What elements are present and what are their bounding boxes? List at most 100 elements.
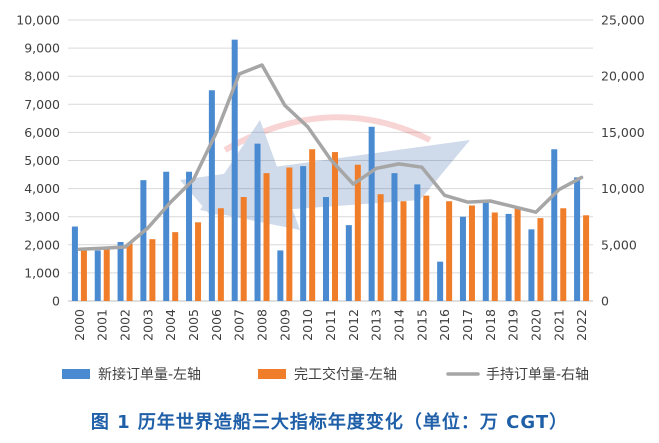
legend: 新接订单量-左轴 完工交付量-左轴 手持订单量-右轴 xyxy=(62,366,589,383)
bar xyxy=(309,149,316,301)
bar xyxy=(368,126,375,301)
watermark-wing xyxy=(180,140,470,215)
bar xyxy=(286,167,293,301)
bar xyxy=(459,216,466,301)
bar xyxy=(528,229,535,301)
x-tick-label: 2008 xyxy=(255,309,270,341)
bar xyxy=(423,195,430,301)
y-left-tick-label: 1,000 xyxy=(24,265,60,280)
bar xyxy=(537,218,544,301)
x-tick-label: 2002 xyxy=(118,309,133,341)
axes: 0 1,000 2,000 3,000 4,000 5,000 6,000 7,000 8,00… xyxy=(16,13,645,341)
y-right-tick-label: 20,000 xyxy=(601,69,645,84)
bar xyxy=(514,206,521,301)
legend-label: 手持订单量-右轴 xyxy=(486,367,589,383)
y-left-tick-label: 9,000 xyxy=(24,41,60,56)
y-left-tick-label: 10,000 xyxy=(16,13,60,28)
y-right-tick-label: 15,000 xyxy=(601,125,645,140)
bar xyxy=(400,201,407,301)
bar xyxy=(377,194,384,301)
x-tick-label: 2015 xyxy=(414,309,429,341)
watermark-logo xyxy=(180,114,470,230)
bar xyxy=(560,208,567,301)
legend-label: 完工交付量-左轴 xyxy=(294,366,397,383)
x-tick-label: 2003 xyxy=(140,309,155,341)
y-left-tick-label: 2,000 xyxy=(24,237,60,252)
line-series xyxy=(77,63,584,252)
legend-swatch xyxy=(62,369,90,379)
bar xyxy=(94,250,101,301)
bar xyxy=(505,213,512,301)
bar xyxy=(80,249,87,301)
bar xyxy=(437,261,444,301)
bar xyxy=(126,243,133,301)
bar xyxy=(231,39,238,302)
legend-swatch xyxy=(258,369,286,379)
bar xyxy=(240,197,247,301)
bar xyxy=(140,180,147,301)
x-tick-label: 2013 xyxy=(369,309,384,341)
y-left-tick-label: 8,000 xyxy=(24,69,60,84)
x-tick-label: 2022 xyxy=(574,309,589,341)
bar xyxy=(345,225,352,301)
x-tick-label: 2010 xyxy=(300,309,315,341)
bar xyxy=(172,232,179,301)
bar xyxy=(583,215,590,301)
bar xyxy=(277,250,284,301)
x-tick-label: 2020 xyxy=(528,309,543,341)
x-tick-label: 2000 xyxy=(72,309,87,341)
x-tick-label: 2005 xyxy=(186,309,201,341)
bar xyxy=(391,173,398,301)
y-left-tick-label: 0 xyxy=(52,294,60,309)
bar xyxy=(195,222,202,301)
x-tick-label: 2017 xyxy=(460,309,475,341)
x-tick-label: 2018 xyxy=(483,309,498,341)
x-tick-label: 2012 xyxy=(346,309,361,341)
bar xyxy=(263,173,270,301)
x-tick-label: 2014 xyxy=(391,309,406,341)
y-left-tick-label: 7,000 xyxy=(24,97,60,112)
bar xyxy=(574,177,581,301)
bar xyxy=(323,197,329,301)
bars xyxy=(71,39,590,302)
bar xyxy=(149,239,156,301)
y-right-tick-label: 5,000 xyxy=(601,237,637,252)
bar xyxy=(163,171,170,301)
watermark-sail xyxy=(200,120,300,230)
x-tick-label: 2007 xyxy=(232,309,247,341)
bar xyxy=(414,184,421,301)
y-left-tick-label: 5,000 xyxy=(24,153,60,168)
y-left-tick-label: 4,000 xyxy=(24,181,60,196)
bar xyxy=(186,171,193,301)
bar xyxy=(217,208,224,301)
x-tick-label: 2011 xyxy=(323,309,338,341)
x-tick-label: 2009 xyxy=(277,309,292,341)
bar xyxy=(254,143,261,301)
y-left-tick-label: 3,000 xyxy=(24,209,60,224)
x-tick-label: 2004 xyxy=(163,309,178,341)
bar xyxy=(551,149,558,301)
y-left-tick-label: 6,000 xyxy=(24,125,60,140)
legend-label: 新接订单量-左轴 xyxy=(98,366,201,383)
x-tick-label: 2016 xyxy=(437,309,452,341)
bar xyxy=(71,226,78,301)
bar xyxy=(491,212,498,301)
x-tick-label: 2021 xyxy=(551,309,566,341)
bar xyxy=(208,90,215,301)
x-tick-label: 2019 xyxy=(506,309,521,341)
x-tick-label: 2001 xyxy=(95,309,110,341)
bar xyxy=(300,166,307,301)
watermark-arc xyxy=(223,114,432,153)
bar xyxy=(332,152,338,301)
chart: 0 1,000 2,000 3,000 4,000 5,000 6,000 7,000 8,00… xyxy=(16,13,645,384)
bar xyxy=(103,247,110,301)
x-tick-label: 2006 xyxy=(209,309,224,341)
bar xyxy=(468,205,475,301)
bar xyxy=(446,201,453,301)
bar xyxy=(482,201,489,301)
line-series-path xyxy=(77,63,584,252)
bar xyxy=(117,241,124,301)
figure-caption: 图 1 历年世界造船三大指标年度变化（单位：万 CGT） xyxy=(90,412,569,433)
y-right-tick-label: 10,000 xyxy=(601,181,645,196)
y-right-tick-label: 0 xyxy=(601,294,609,309)
